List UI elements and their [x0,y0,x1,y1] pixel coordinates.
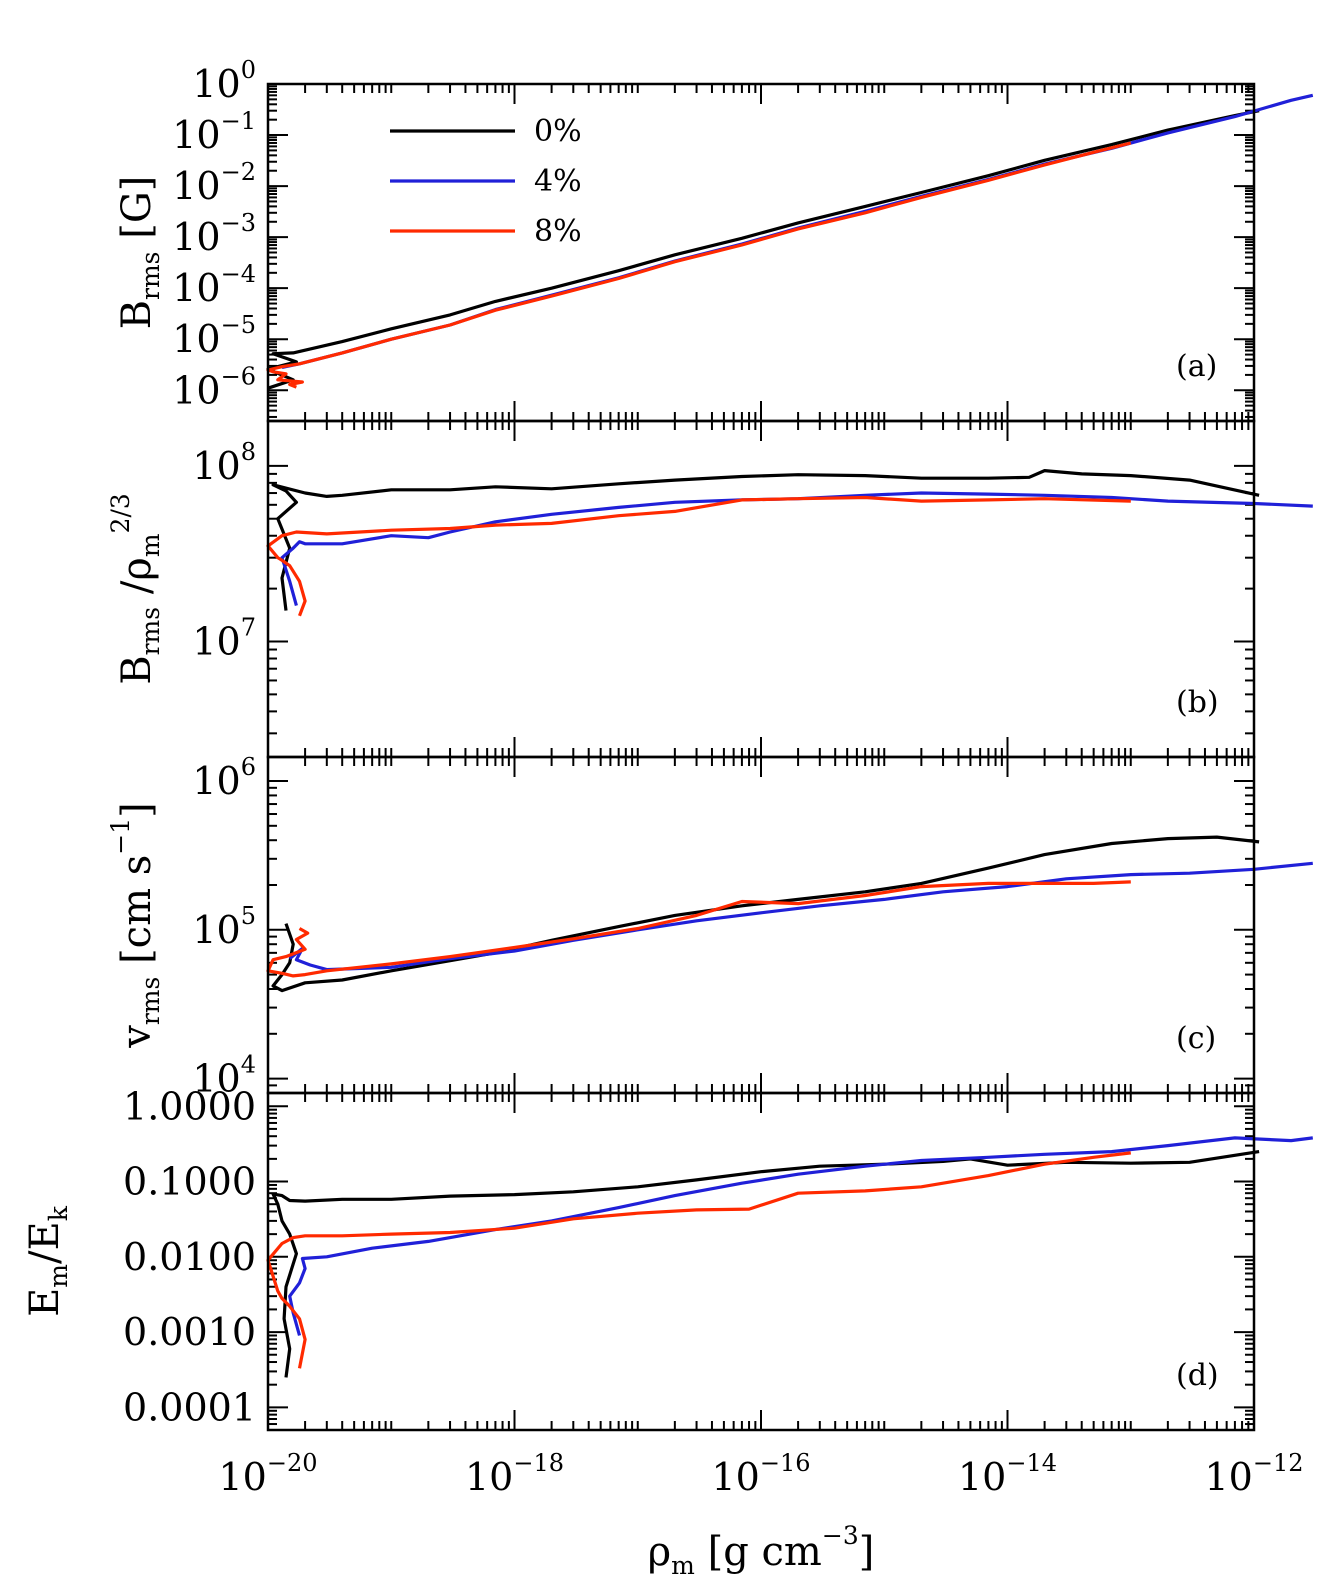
y-tick-label: 0.1000 [123,1160,256,1204]
panel-frame [266,82,1256,423]
y-tick-label: 10−3 [172,209,256,259]
series-line-1 [280,491,1313,607]
series-line-2 [266,880,1131,978]
series-line-2 [266,141,1132,389]
series-line-0 [271,835,1260,993]
y-tick-label: 105 [192,902,256,952]
x-tick-label: 10−18 [465,1449,564,1499]
series-line-1 [288,1136,1313,1336]
x-axis-title: ρm [g cm−3] [648,1521,875,1580]
x-tick-label: 10−14 [958,1449,1057,1499]
panel-c: 106 105 104 (c) vrms [cm s−1] [106,753,1313,1101]
panel-frame [266,755,1256,1095]
legend: 0% 4% 8% [390,114,582,249]
y-axis-title: Em/Ek [22,1205,73,1317]
x-tick-label: 10−16 [711,1449,810,1499]
panel-label: (d) [1176,1358,1219,1393]
y-tick-label: 100 [192,56,256,106]
x-tick-label: 10−12 [1204,1449,1303,1499]
y-tick-label: 10−4 [172,260,256,310]
panel-label: (a) [1176,349,1217,384]
y-tick-label: 10−5 [172,311,256,361]
y-tick-label: 106 [192,753,256,803]
y-tick-label: 108 [192,438,256,488]
y-tick-label: 0.0001 [123,1385,256,1429]
panel-frame [266,419,1256,759]
y-tick-label: 0.0010 [123,1310,256,1354]
panel-frame [266,1091,1256,1432]
panel-label: (b) [1176,685,1219,720]
panel-label: (c) [1176,1021,1216,1056]
y-axis-title: Brms /ρm2/3 [106,493,165,685]
series-line-2 [266,495,1131,617]
y-tick-label: 10−2 [172,158,256,208]
series-line-0 [266,109,1260,390]
panel-d: 1.0000 0.1000 0.0100 0.0010 0.0001 (d) Em/Ek 10… [22,1084,1313,1580]
y-axis-title: vrms [cm s−1] [106,802,165,1048]
series-line-0 [271,469,1260,611]
legend-label: 8% [534,214,582,249]
y-tick-label: 0.0100 [123,1235,256,1279]
series-line-0 [271,1150,1260,1378]
y-axis-title: Brms [G] [114,176,165,330]
y-tick-label: 10−6 [172,362,256,412]
y-tick-label: 107 [192,613,256,663]
y-tick-label: 10−1 [172,107,256,157]
legend-label: 4% [534,164,582,199]
y-tick-label: 104 [192,1051,256,1101]
series-line-2 [266,1151,1131,1369]
panel-b: 108 107 (b) Brms /ρm2/3 [106,419,1313,759]
legend-label: 0% [534,114,582,149]
y-tick-label: 1.0000 [123,1084,256,1128]
x-tick-label: 10−20 [218,1449,317,1499]
series-line-1 [288,861,1313,972]
